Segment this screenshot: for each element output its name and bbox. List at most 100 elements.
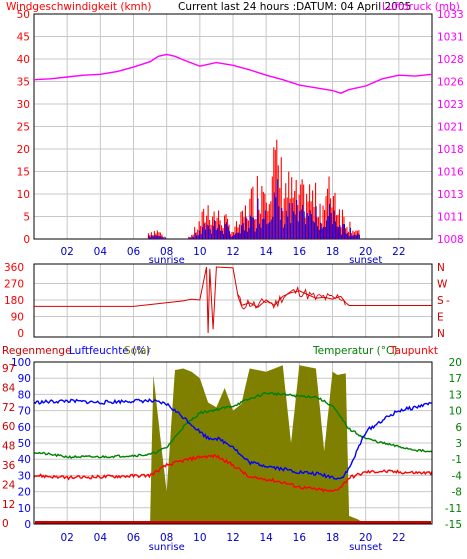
dewpoint-title: Taupunkt [389, 345, 438, 357]
temperature-axis: 20 17 13 10 6 3 -1 -4 -8 -11 -15 [445, 357, 462, 531]
pressure-tick-label: 1013 [437, 189, 464, 201]
humidity-line [33, 398, 432, 480]
hour-tick-label: 22 [392, 532, 405, 544]
pressure-tick-label: 1033 [437, 9, 464, 21]
sunset-label: sunset [349, 255, 382, 266]
humidity-tick-label: 100 [11, 357, 31, 369]
rain-tick-label: 0 [2, 518, 9, 530]
wind-tick-label: 25 [17, 122, 30, 134]
solar-title: Solar [124, 345, 151, 357]
hour-tick-label: 04 [94, 246, 108, 258]
wind-tick-label: 20 [17, 144, 30, 156]
temperature-title: Temperatur (°C) [312, 345, 397, 357]
direction-tick-label: 360 [4, 262, 24, 274]
sunset-label: sunset [349, 542, 382, 553]
humidity-tick-label: 20 [18, 487, 31, 499]
wind-speed-axis: 50 45 40 35 30 25 20 15 10 5 0 [17, 9, 30, 246]
direction-tick-label: 270 [4, 279, 24, 291]
hour-tick-label: 12 [226, 532, 239, 544]
humidity-tick-label: 40 [18, 454, 31, 466]
weather-series [33, 365, 433, 524]
hour-tick-label: 14 [259, 246, 273, 258]
temperature-tick-label: 10 [449, 406, 462, 418]
hour-tick-label: 12 [226, 246, 239, 258]
center-title: Current last 24 hours :DATUM: 04 April 2… [178, 1, 411, 13]
wind-panel-hour-axis: 02 04 06 08 10 12 14 16 18 20 22 sunrise… [60, 246, 405, 266]
hour-tick-label: 06 [127, 532, 141, 544]
humidity-axis: 100 90 80 70 60 50 40 30 20 10 0 [11, 357, 31, 531]
wind-pressure-series [33, 53, 433, 239]
hour-tick-label: 20 [359, 532, 372, 544]
humidity-tick-label: 90 [18, 373, 31, 385]
wind-tick-label: 45 [17, 32, 30, 44]
rain-tick-label: 36 [2, 460, 16, 472]
humidity-tick-label: 30 [18, 470, 31, 482]
pressure-tick-label: 1021 [437, 122, 464, 134]
rain-tick-label: 84 [2, 382, 16, 394]
humidity-tick-label: 10 [18, 503, 31, 515]
hour-tick-label: 22 [392, 246, 405, 258]
temperature-tick-label: -11 [445, 503, 462, 515]
hour-tick-label: 18 [326, 532, 339, 544]
hour-tick-label: 04 [94, 532, 108, 544]
humidity-tick-label: 60 [18, 422, 31, 434]
humidity-tick-label: 70 [18, 406, 31, 418]
humidity-tick-label: 0 [24, 519, 31, 531]
compass-label: N [437, 262, 445, 274]
hour-tick-label: 10 [193, 532, 206, 544]
wind-pressure-panel: 50 45 40 35 30 25 20 15 10 5 0 1033 1031… [17, 9, 464, 266]
pressure-tick-label: 1008 [437, 234, 464, 246]
rain-title: Regenmenge [2, 345, 72, 357]
temperature-tick-label: 13 [449, 389, 462, 401]
dewpoint-line [33, 453, 433, 493]
rain-tick-label: 60 [2, 421, 15, 433]
rain-axis: 97 84 72 60 48 36 24 12 0 [2, 363, 16, 530]
wind-direction-variation [237, 285, 346, 310]
direction-tick-label: 0 [17, 328, 24, 340]
wind-direction-panel: 360 270 180 90 0 N W S E N - [4, 262, 450, 340]
humidity-tick-label: 80 [18, 389, 31, 401]
direction-series [34, 266, 432, 334]
hour-tick-label: 10 [193, 246, 206, 258]
wind-panel-grid [34, 14, 432, 239]
humidity-tick-label: 50 [18, 438, 31, 450]
rain-tick-label: 97 [2, 363, 15, 375]
hour-tick-label: 18 [326, 246, 339, 258]
wind-speed-title: Windgeschwindigkeit (kmh) [6, 1, 152, 13]
compass-label: W [437, 279, 448, 291]
wind-tick-label: 50 [17, 9, 30, 21]
hour-tick-label: 02 [60, 246, 73, 258]
compass-label: S [437, 295, 444, 307]
hour-tick-label: 08 [160, 246, 173, 258]
compass-axis: N W S E N - [437, 262, 450, 340]
direction-degree-axis: 360 270 180 90 0 [4, 262, 24, 340]
temperature-tick-label: 17 [449, 373, 462, 385]
compass-label: E [437, 312, 444, 324]
compass-dash: - [446, 295, 450, 307]
pressure-axis: 1033 1031 1028 1026 1023 1021 1018 1016 … [437, 9, 464, 246]
temperature-tick-label: -1 [452, 454, 462, 466]
hour-tick-label: 14 [259, 532, 273, 544]
pressure-tick-label: 1011 [437, 212, 464, 224]
wind-tick-label: 15 [17, 167, 30, 179]
rain-tick-label: 12 [2, 499, 15, 511]
wind-tick-label: 5 [23, 212, 30, 224]
solar-area [34, 365, 432, 524]
sunrise-label: sunrise [149, 542, 185, 553]
direction-panel-frame [33, 263, 433, 338]
hour-tick-label: 16 [293, 246, 307, 258]
pressure-tick-label: 1028 [437, 54, 464, 66]
temperature-tick-label: -8 [452, 487, 462, 499]
weather-panel: Regenmenge Luftfeuchte (%) Solar Tempera… [2, 345, 462, 553]
humidity-title: Luftfeuchte (%) [69, 345, 150, 357]
wind-tick-label: 40 [17, 54, 30, 66]
wind-tick-label: 0 [23, 234, 30, 246]
hour-tick-label: 06 [127, 246, 141, 258]
pressure-tick-label: 1016 [437, 167, 464, 179]
temperature-tick-label: 6 [455, 422, 462, 434]
temperature-tick-label: 3 [455, 438, 462, 450]
wind-tick-label: 10 [17, 189, 30, 201]
temperature-tick-label: 20 [449, 357, 462, 369]
